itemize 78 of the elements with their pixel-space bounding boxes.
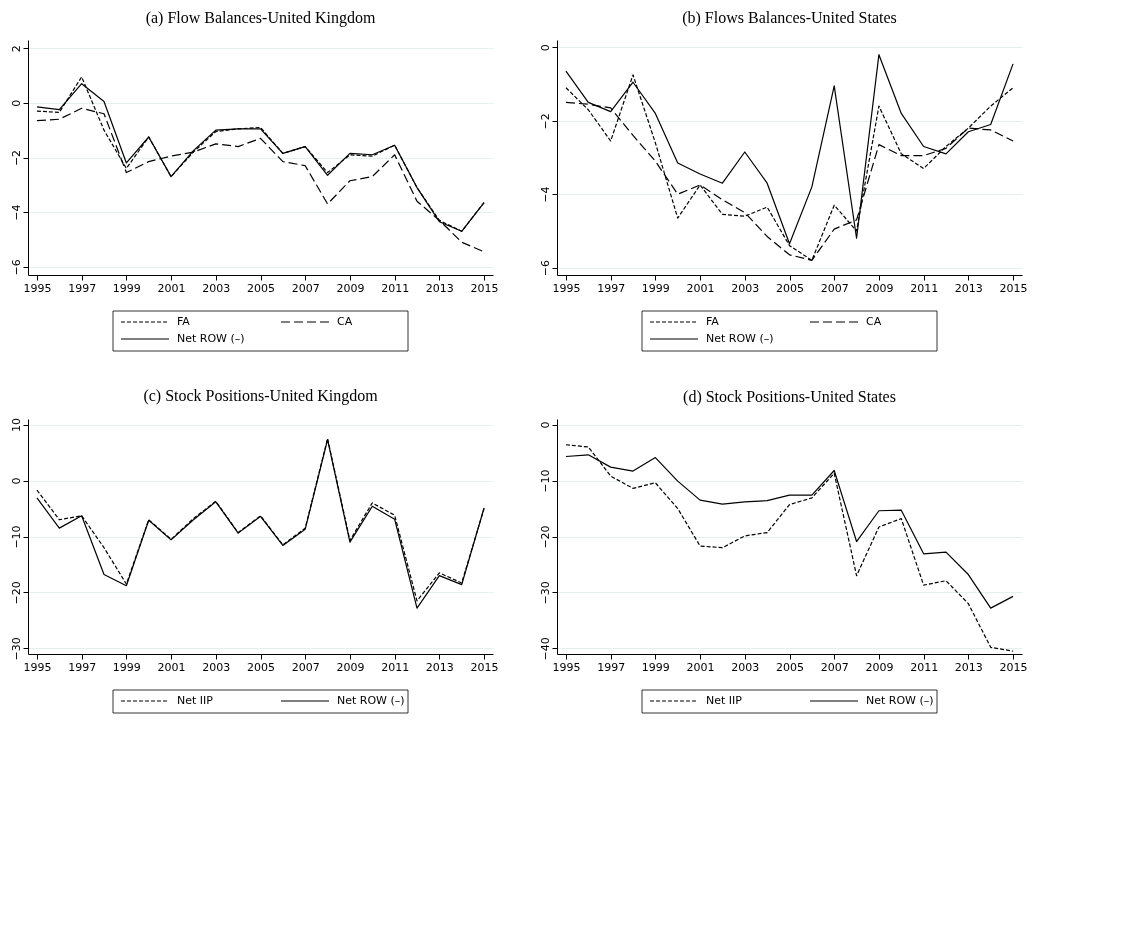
- x-tick-label: 2011: [381, 281, 410, 295]
- x-tick-label: 1995: [552, 281, 581, 295]
- x-tick-label: 1995: [23, 660, 52, 674]
- y-tick-label: 2: [9, 45, 23, 53]
- x-tick-label: 2003: [202, 660, 231, 674]
- x-tick-label: 1997: [68, 660, 97, 674]
- legend-label: FA: [177, 315, 191, 328]
- legend-label: CA: [337, 315, 353, 328]
- x-tick-label: 2013: [425, 281, 454, 295]
- x-tick-label: 2015: [470, 281, 499, 295]
- y-tick-label: −40: [538, 637, 552, 661]
- x-tick-label: 2015: [999, 660, 1028, 674]
- x-tick-label: 1995: [23, 281, 52, 295]
- x-tick-label: 2003: [731, 281, 760, 295]
- chart-title: (b) Flows Balances-United States: [682, 9, 897, 27]
- x-tick-label: 2011: [381, 660, 410, 674]
- y-tick-label: 10: [9, 418, 23, 433]
- x-tick-label: 2001: [686, 281, 715, 295]
- x-tick-label: 2009: [336, 281, 365, 295]
- y-tick-label: −2: [538, 113, 552, 130]
- y-tick-label: −6: [538, 260, 552, 277]
- x-tick-label: 2005: [247, 660, 275, 674]
- y-tick-label: −4: [9, 204, 23, 221]
- x-tick-label: 2009: [865, 281, 894, 295]
- x-tick-label: 2013: [425, 660, 454, 674]
- y-tick-label: −30: [9, 637, 23, 661]
- x-tick-label: 2009: [865, 660, 894, 674]
- x-tick-label: 2005: [776, 281, 804, 295]
- y-tick-label: 0: [538, 421, 552, 429]
- x-tick-label: 2001: [686, 660, 715, 674]
- x-tick-label: 1999: [112, 281, 141, 295]
- x-tick-label: 1999: [641, 660, 670, 674]
- x-tick-label: 2011: [910, 660, 939, 674]
- x-tick-label: 2007: [291, 660, 320, 674]
- chart-title: (c) Stock Positions-United Kingdom: [143, 386, 379, 405]
- x-tick-label: 1995: [552, 660, 581, 674]
- x-tick-label: 2007: [820, 660, 849, 674]
- x-tick-label: 2005: [776, 660, 804, 674]
- y-tick-label: 0: [9, 477, 23, 485]
- x-tick-label: 2007: [291, 281, 320, 295]
- x-tick-label: 2001: [157, 281, 186, 295]
- y-tick-label: 0: [538, 44, 552, 52]
- chart-title: (d) Stock Positions-United States: [683, 388, 896, 406]
- x-tick-label: 1997: [597, 660, 626, 674]
- legend-label: Net ROW (–): [177, 332, 245, 345]
- x-tick-label: 2001: [157, 660, 186, 674]
- legend-label: Net ROW (–): [866, 694, 934, 707]
- x-tick-label: 2011: [910, 281, 939, 295]
- y-tick-label: −10: [9, 525, 23, 549]
- x-tick-label: 1997: [597, 281, 626, 295]
- x-tick-label: 2015: [999, 281, 1028, 295]
- legend-label: Net IIP: [706, 694, 743, 707]
- y-tick-label: −4: [538, 186, 552, 203]
- x-tick-label: 2013: [954, 281, 983, 295]
- legend-label: Net ROW (–): [706, 332, 774, 345]
- y-tick-label: −20: [9, 581, 23, 605]
- legend-label: Net ROW (–): [337, 694, 405, 707]
- x-tick-label: 2007: [820, 281, 849, 295]
- x-tick-label: 2003: [202, 281, 231, 295]
- x-tick-label: 2015: [470, 660, 499, 674]
- x-tick-label: 2009: [336, 660, 365, 674]
- x-tick-label: 1997: [68, 281, 97, 295]
- y-tick-label: −2: [9, 149, 23, 167]
- x-tick-label: 2005: [247, 281, 275, 295]
- x-tick-label: 1999: [112, 660, 141, 674]
- line-series: [565, 444, 1014, 652]
- y-tick-label: −30: [538, 581, 552, 605]
- x-tick-label: 2013: [954, 660, 983, 674]
- x-tick-label: 1999: [641, 281, 670, 295]
- y-tick-label: −20: [538, 525, 552, 549]
- x-tick-label: 2003: [731, 660, 760, 674]
- y-tick-label: −6: [9, 259, 23, 276]
- chart-title: (a) Flow Balances-United Kingdom: [145, 9, 376, 27]
- legend-label: CA: [866, 315, 882, 328]
- y-tick-label: 0: [9, 99, 23, 107]
- legend-label: Net IIP: [177, 694, 214, 707]
- y-tick-label: −10: [538, 469, 552, 493]
- legend-label: FA: [706, 315, 720, 328]
